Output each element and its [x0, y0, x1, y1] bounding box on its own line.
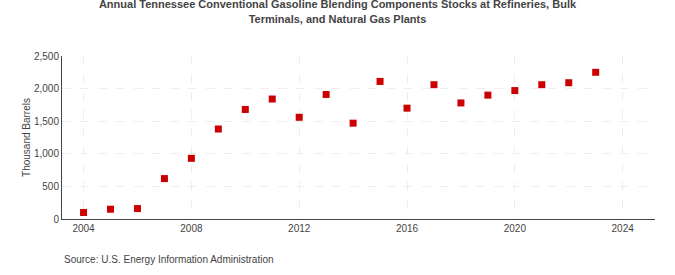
svg-text:2,000: 2,000	[34, 83, 59, 94]
svg-text:2024: 2024	[612, 223, 635, 234]
svg-text:2,500: 2,500	[34, 51, 59, 62]
svg-text:2020: 2020	[504, 223, 527, 234]
svg-text:2008: 2008	[180, 223, 203, 234]
svg-text:500: 500	[42, 181, 59, 192]
svg-text:0: 0	[53, 214, 59, 225]
svg-text:2012: 2012	[288, 223, 311, 234]
svg-text:1,000: 1,000	[34, 148, 59, 159]
svg-text:Annual Tennessee Conventional: Annual Tennessee Conventional Gasoline B…	[99, 0, 577, 25]
svg-text:Thousand Barrels: Thousand Barrels	[21, 98, 32, 177]
svg-text:2004: 2004	[72, 223, 95, 234]
svg-text:Source: U.S. Energy Informatio: Source: U.S. Energy Information Administ…	[64, 254, 274, 265]
svg-text:2016: 2016	[396, 223, 419, 234]
svg-text:1,500: 1,500	[34, 116, 59, 127]
